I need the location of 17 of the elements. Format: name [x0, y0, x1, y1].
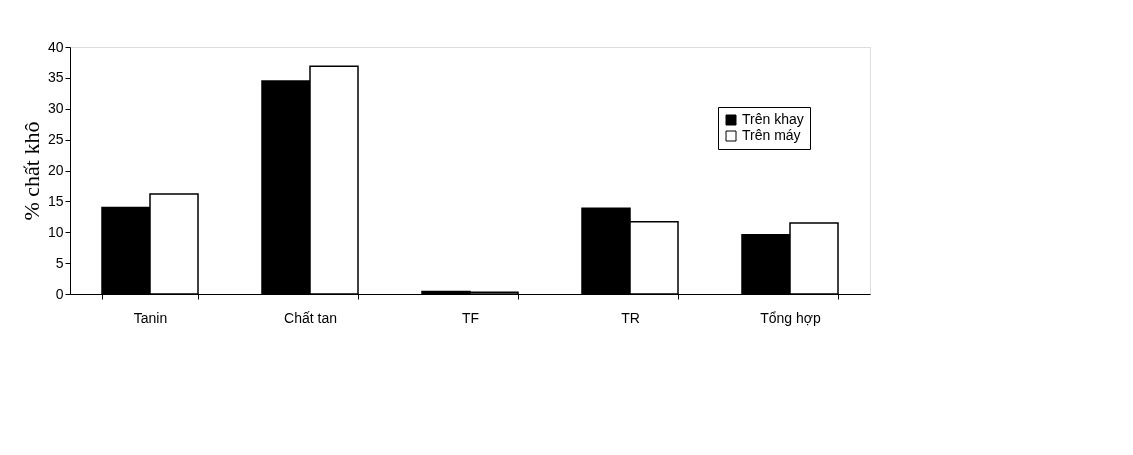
x-tick-label: TF	[461, 309, 480, 326]
y-tick-label: 30	[47, 100, 64, 117]
y-tick-label: 0	[55, 285, 64, 302]
x-tick-label: Chất tan	[284, 309, 337, 326]
legend-label: Trên khay	[742, 111, 804, 127]
x-tick-label: Tanin	[133, 309, 168, 326]
y-tick-label: 35	[47, 69, 64, 86]
y-tick-label: 5	[55, 254, 64, 271]
y-tick-label: 10	[47, 223, 64, 240]
x-tick-label: TR	[621, 309, 640, 326]
y-tick-label: 15	[47, 192, 64, 209]
y-tick-label: 20	[47, 162, 64, 178]
y-axis-title: % chất khô	[18, 121, 44, 221]
x-tick-label: Tổng hợp	[760, 309, 821, 326]
legend-label: Trên máy	[742, 127, 801, 143]
y-tick-label: 25	[47, 131, 64, 148]
y-tick-label: 40	[47, 38, 64, 55]
